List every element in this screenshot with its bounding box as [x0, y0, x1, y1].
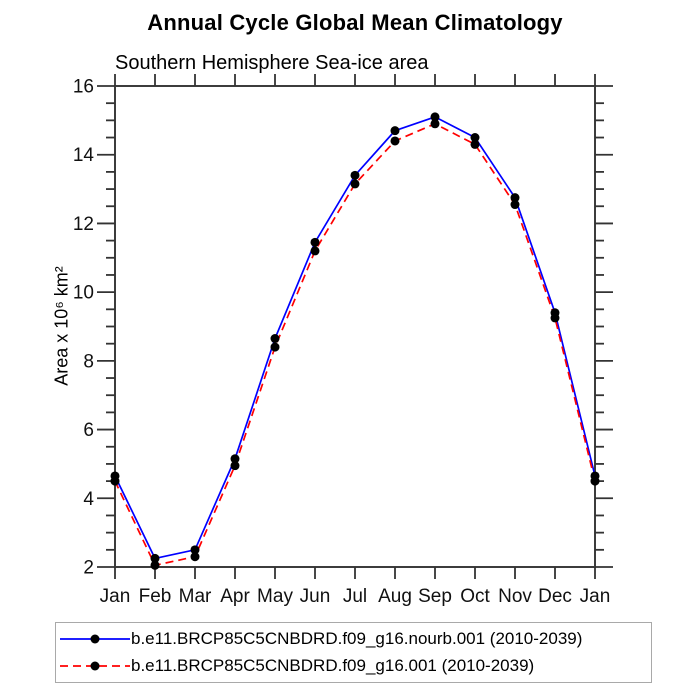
x-tick-label: Jan [100, 586, 131, 607]
plot-frame [114, 85, 596, 568]
series-line-dashed [114, 122, 596, 567]
x-tick-label: Jul [343, 586, 367, 607]
chart-subtitle: Southern Hemisphere Sea-ice area [115, 52, 429, 74]
data-point-marker [110, 471, 120, 481]
y-tick-label: 16 [73, 77, 94, 98]
x-tick-label: Aug [378, 586, 412, 607]
legend-label: b.e11.BRCP85C5CNBDRD.f09_g16.001 (2010-2… [131, 656, 535, 675]
data-point-marker [590, 471, 600, 481]
y-tick-label: 10 [73, 283, 94, 304]
data-point-marker [310, 246, 320, 256]
legend-line-sample [60, 634, 130, 644]
data-point-marker [270, 334, 280, 344]
data-point-marker [550, 308, 560, 318]
data-point-marker [510, 200, 520, 210]
x-tick-label: Dec [538, 586, 572, 607]
y-tick-label: 14 [73, 145, 95, 166]
plot-canvas: 2 4 6 8 10 12 14 16 Jan Feb Mar Apr May Jun Jul Aug Sep O… [73, 74, 613, 607]
x-tick-label: Apr [220, 586, 250, 607]
x-tick-label: Mar [179, 586, 212, 607]
data-point-marker [230, 461, 240, 471]
data-point-marker [150, 553, 160, 563]
data-point-marker [510, 193, 520, 203]
legend-marker-dot [90, 661, 100, 671]
y-tick-label: 6 [83, 420, 94, 441]
data-point-marker [150, 560, 160, 570]
chart-title: Annual Cycle Global Mean Climatology [147, 10, 563, 35]
data-point-marker [390, 126, 400, 136]
x-tick-label: Feb [139, 586, 172, 607]
data-point-marker [470, 139, 480, 149]
legend-item: b.e11.BRCP85C5CNBDRD.f09_g16.001 (2010-2… [59, 655, 651, 677]
x-tick-label: Jun [300, 586, 331, 607]
data-point-marker [190, 545, 200, 555]
x-tick-label: Sep [418, 586, 452, 607]
data-point-marker [430, 112, 440, 122]
data-point-marker [350, 179, 360, 189]
legend-item: b.e11.BRCP85C5CNBDRD.f09_g16.nourb.001 (… [59, 628, 651, 650]
y-tick-label: 2 [83, 558, 94, 579]
data-point-marker [430, 119, 440, 129]
data-point-marker [270, 342, 280, 352]
data-point-marker [470, 133, 480, 143]
x-tick-label: Oct [460, 586, 490, 607]
y-tick-label: 12 [73, 214, 94, 235]
data-point-marker [390, 136, 400, 146]
x-tick-label: Jan [580, 586, 611, 607]
y-tick-label: 8 [83, 351, 94, 372]
data-point-marker [350, 170, 360, 180]
x-tick-label: Nov [498, 586, 532, 607]
legend-label: b.e11.BRCP85C5CNBDRD.f09_g16.nourb.001 (… [131, 629, 583, 648]
legend-line-sample [60, 661, 130, 671]
y-tick-label: 4 [83, 489, 94, 510]
x-tick-label: May [257, 586, 293, 607]
data-point-marker [190, 552, 200, 562]
data-point-marker [310, 237, 320, 247]
legend-box: b.e11.BRCP85C5CNBDRD.f09_g16.nourb.001 (… [55, 622, 652, 683]
data-point-marker [230, 454, 240, 464]
legend-marker-dot [90, 634, 100, 644]
